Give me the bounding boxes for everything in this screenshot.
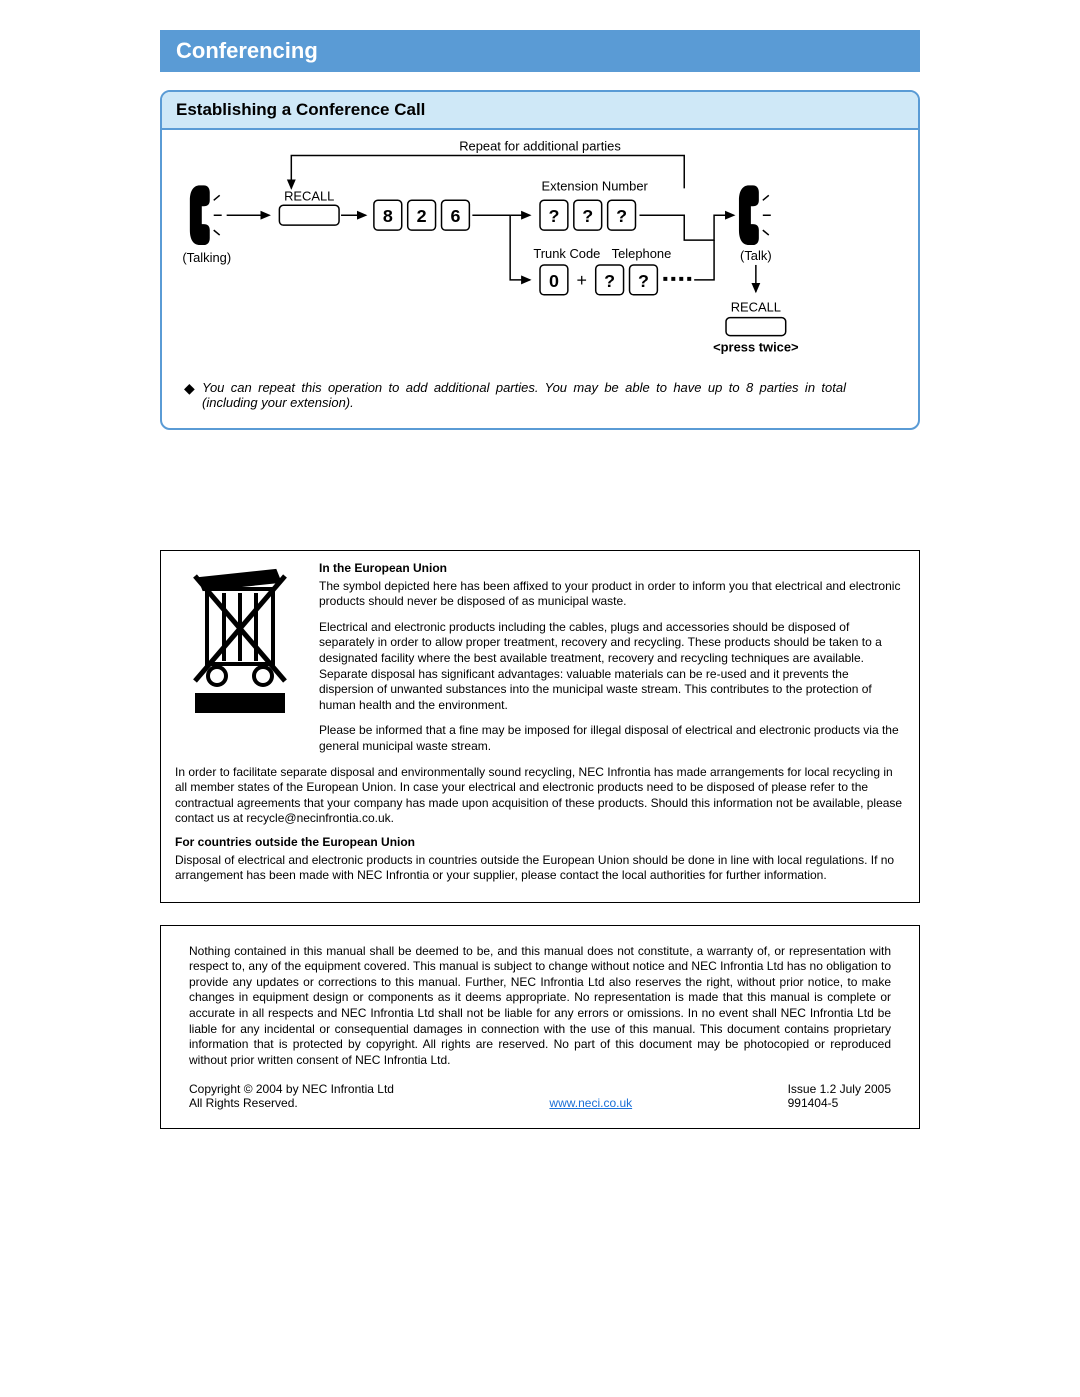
trunk-key-q1: ? <box>596 265 624 295</box>
recall-button-2 <box>726 318 786 336</box>
ext-key-3: ? <box>608 200 636 230</box>
legal-docnum: 991404-5 <box>788 1096 891 1110</box>
key-6: 6 <box>442 200 470 230</box>
handset-talk-icon <box>739 185 771 245</box>
trunk-label: Trunk Code <box>533 246 600 261</box>
svg-text:2: 2 <box>417 206 427 226</box>
svg-text:?: ? <box>582 206 593 226</box>
press-twice-label: <press twice> <box>713 339 799 354</box>
legal-issue: Issue 1.2 July 2005 <box>788 1082 891 1096</box>
svg-text:?: ? <box>548 206 559 226</box>
svg-text:6: 6 <box>450 206 460 226</box>
ext-key-2: ? <box>574 200 602 230</box>
telephone-label: Telephone <box>612 246 672 261</box>
svg-text:0: 0 <box>549 271 559 291</box>
eu-p3: Please be informed that a fine may be im… <box>319 723 905 754</box>
recall-label-1: RECALL <box>284 188 334 203</box>
weee-bin-icon <box>175 561 305 721</box>
plus-icon: + <box>577 270 587 290</box>
talk-label: (Talk) <box>740 248 772 263</box>
dots-icon <box>663 277 691 281</box>
extension-label: Extension Number <box>542 178 649 193</box>
note-text: You can repeat this operation to add add… <box>202 380 896 410</box>
legal-rights: All Rights Reserved. <box>189 1096 394 1110</box>
recall-button-1 <box>279 205 339 225</box>
talking-label: (Talking) <box>182 250 231 265</box>
eu-outside-heading: For countries outside the European Union <box>175 835 905 851</box>
eu-p5: Disposal of electrical and electronic pr… <box>175 853 905 884</box>
section-heading: Establishing a Conference Call <box>162 92 918 130</box>
handset-talking-icon <box>190 185 222 245</box>
conference-call-box: Establishing a Conference Call Repeat fo… <box>160 90 920 430</box>
svg-text:?: ? <box>638 271 649 291</box>
legal-box: Nothing contained in this manual shall b… <box>160 925 920 1130</box>
recall-label-2: RECALL <box>731 300 781 315</box>
legal-body: Nothing contained in this manual shall b… <box>189 944 891 1069</box>
eu-heading: In the European Union <box>319 561 905 577</box>
flow-diagram: Repeat for additional parties (Talking) … <box>162 130 918 380</box>
legal-copyright: Copyright © 2004 by NEC Infrontia Ltd <box>189 1082 394 1096</box>
repeat-label: Repeat for additional parties <box>459 139 621 154</box>
eu-p4: In order to facilitate separate disposal… <box>175 765 905 827</box>
trunk-key-0: 0 <box>540 265 568 295</box>
page-title: Conferencing <box>160 30 920 72</box>
svg-text:?: ? <box>604 271 615 291</box>
key-2: 2 <box>408 200 436 230</box>
eu-p2: Electrical and electronic products inclu… <box>319 620 905 714</box>
svg-text:8: 8 <box>383 206 393 226</box>
trunk-key-q2: ? <box>630 265 658 295</box>
key-8: 8 <box>374 200 402 230</box>
ext-key-1: ? <box>540 200 568 230</box>
note-bullet-icon: ◆ <box>184 380 202 410</box>
legal-link[interactable]: www.neci.co.uk <box>549 1096 632 1110</box>
eu-p1: The symbol depicted here has been affixe… <box>319 579 905 610</box>
svg-text:?: ? <box>616 206 627 226</box>
eu-disposal-box: In the European Union The symbol depicte… <box>160 550 920 903</box>
